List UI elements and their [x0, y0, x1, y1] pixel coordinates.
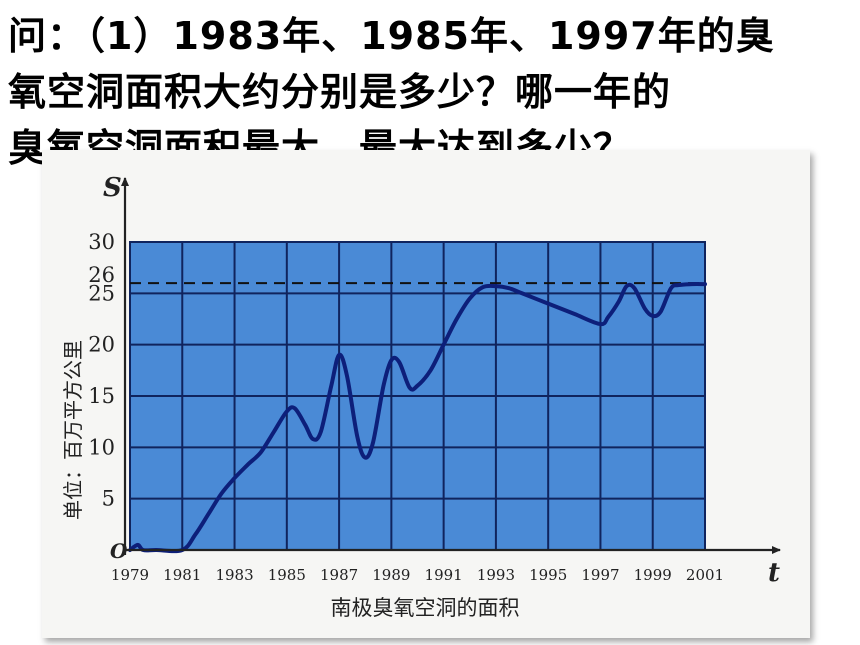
y-tick-label: 20	[88, 333, 115, 357]
x-tick-label: 2001	[686, 566, 724, 584]
x-tick-label: 1993	[477, 566, 515, 584]
x-axis-symbol: t	[768, 558, 780, 588]
x-tick-label: 1987	[320, 566, 358, 584]
data-series-line	[128, 282, 707, 554]
x-tick-label: 1991	[425, 566, 463, 584]
question-line-1: 问：（1）1983年、1985年、1997年的臭	[8, 14, 775, 58]
origin-label: O	[110, 539, 128, 563]
x-tick-label: 1979	[111, 566, 149, 584]
x-tick-label: 1981	[163, 566, 201, 584]
y-tick-label: 30	[88, 230, 115, 254]
y-axis-unit-label: 单位：百万平方公里	[61, 340, 85, 520]
y-tick-label: 25	[88, 281, 115, 305]
y-tick-label-reference: 26	[88, 263, 115, 287]
question-line-2: 氧空洞面积大约分别是多少？哪一年的	[8, 70, 672, 114]
y-tick-label: 10	[88, 435, 115, 459]
y-tick-label: 5	[102, 487, 115, 511]
x-tick-label: 1997	[581, 566, 619, 584]
x-tick-label: 1985	[268, 566, 306, 584]
y-axis-symbol: S	[103, 173, 122, 203]
x-tick-label: 1995	[529, 566, 567, 584]
x-tick-label: 1983	[215, 566, 253, 584]
chart-caption: 南极臭氧空洞的面积	[331, 596, 520, 620]
y-tick-label: 15	[88, 384, 115, 408]
x-tick-label: 1989	[372, 566, 410, 584]
question-text: 问：（1）1983年、1985年、1997年的臭 氧空洞面积大约分别是多少？哪一…	[8, 8, 853, 176]
x-tick-label: 1999	[634, 566, 672, 584]
